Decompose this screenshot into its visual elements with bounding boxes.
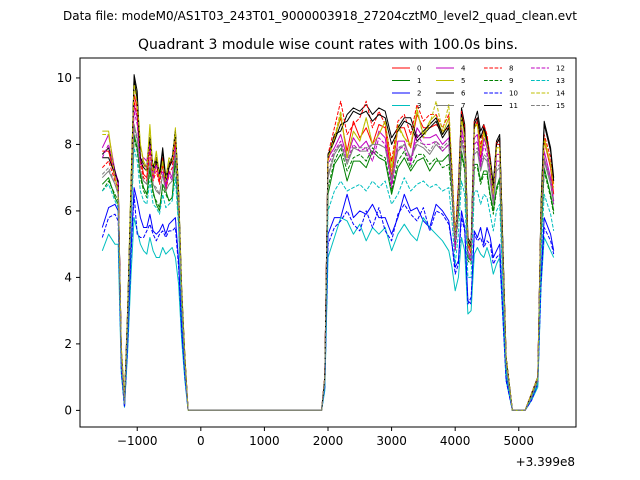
series-3-line-0 [101,217,189,411]
y-tick-label: 2 [64,337,72,351]
legend-label-4: 4 [461,65,466,73]
legend-label-3: 3 [417,102,421,110]
series-0-line-1 [321,110,555,411]
legend-label-7: 7 [461,102,465,110]
series-10-line-1 [321,203,555,411]
data-file-suptitle: Data file: modeM0/AS1T03_243T01_90000039… [63,9,577,23]
legend-label-6: 6 [461,90,466,98]
series-2-line-0 [101,187,189,411]
legend-label-0: 0 [417,65,421,73]
legend-label-13: 13 [556,77,565,85]
series-3-line-1 [321,217,555,411]
series-6-line-0 [102,74,189,411]
series-12-line-1 [321,134,555,411]
series-15-line-0 [101,127,189,411]
x-tick-label: 0 [197,434,205,448]
series-13-line-1 [321,177,555,411]
series-1-line-1 [321,150,555,411]
y-axis: 0 2 4 6 8 10 [57,71,80,417]
series-15-line-1 [321,137,555,411]
series-9-line-1 [321,147,555,411]
series-8-line-0 [101,100,189,411]
series-13-line-0 [101,147,189,411]
plot-area [101,74,555,411]
x-tick-label: 1000 [249,434,280,448]
series-10-line-0 [101,193,189,411]
y-tick-label: 4 [64,270,72,284]
legend-label-9: 9 [509,77,513,85]
legend-label-8: 8 [509,65,513,73]
legend-label-15: 15 [556,102,565,110]
x-tick-label: 4000 [440,434,471,448]
x-offset-label: +3.399e8 [516,455,575,469]
x-tick-label: 3000 [376,434,407,448]
legend-label-11: 11 [509,102,518,110]
series-14-line-0 [102,84,189,411]
y-tick-label: 0 [64,403,72,417]
legend-label-2: 2 [417,90,421,98]
series-6-line-1 [321,104,555,411]
x-tick-label: 2000 [313,434,344,448]
y-tick-label: 10 [57,71,72,85]
legend-label-1: 1 [417,77,421,85]
x-tick-label: 5000 [503,434,534,448]
legend-label-5: 5 [461,77,465,85]
series-11-line-1 [321,110,555,411]
series-5-line-1 [321,110,555,411]
chart-title: Quadrant 3 module wise count rates with … [138,37,518,53]
y-tick-label: 6 [64,204,72,218]
x-axis: −1000 0 1000 2000 3000 4000 5000 [117,427,534,448]
series-9-line-0 [101,137,189,411]
y-tick-label: 8 [64,137,72,151]
series-4-line-1 [321,127,555,411]
legend-label-14: 14 [556,90,565,98]
series-7-line-1 [321,140,555,411]
series-7-line-0 [101,124,189,411]
legend-label-10: 10 [509,90,518,98]
legend-label-12: 12 [556,65,565,73]
x-tick-label: −1000 [117,434,158,448]
